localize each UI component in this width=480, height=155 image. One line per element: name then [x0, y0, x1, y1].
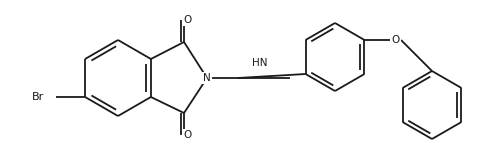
Text: HN: HN — [252, 58, 267, 68]
Text: Br: Br — [32, 92, 44, 102]
Text: O: O — [391, 35, 399, 45]
Text: N: N — [203, 73, 210, 83]
Text: O: O — [183, 130, 192, 140]
Text: O: O — [183, 15, 192, 25]
